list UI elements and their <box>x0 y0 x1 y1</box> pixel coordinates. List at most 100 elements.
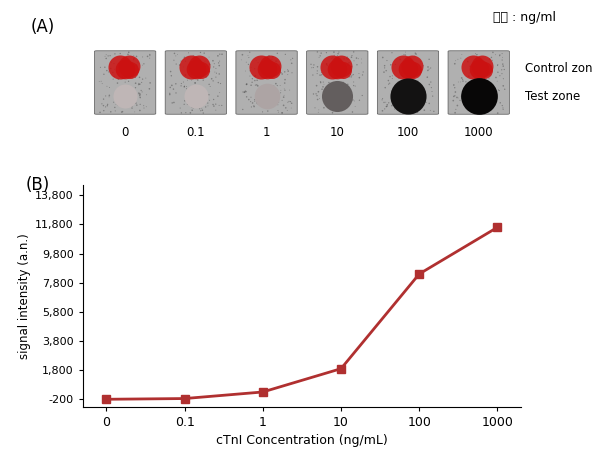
Point <box>127 103 137 110</box>
Point <box>117 93 127 101</box>
Point <box>118 97 127 105</box>
Point <box>272 98 282 105</box>
Point <box>139 104 149 112</box>
Point <box>137 79 146 86</box>
Point <box>413 80 423 88</box>
Point <box>275 82 285 89</box>
Point <box>494 86 503 94</box>
Point <box>326 87 335 94</box>
Point <box>135 107 144 114</box>
Point <box>487 93 497 100</box>
Point <box>127 64 137 72</box>
Point <box>403 95 413 103</box>
Point <box>413 78 423 85</box>
Point <box>403 92 413 100</box>
Point <box>129 55 139 62</box>
Point <box>343 54 352 61</box>
Point <box>407 91 417 99</box>
Point <box>214 79 223 86</box>
Point <box>265 67 275 74</box>
Point <box>127 104 137 112</box>
Point <box>208 57 218 65</box>
Point <box>137 88 147 96</box>
Point <box>100 64 110 71</box>
Point <box>115 63 124 71</box>
Point <box>191 65 201 73</box>
Point <box>118 83 128 90</box>
Point <box>276 86 285 94</box>
Point <box>201 73 211 80</box>
Point <box>197 66 206 73</box>
Point <box>276 69 286 76</box>
Point <box>451 106 461 113</box>
Point <box>347 63 356 70</box>
Point <box>214 102 224 109</box>
Point <box>209 96 218 103</box>
FancyBboxPatch shape <box>165 51 227 114</box>
Point <box>250 97 259 105</box>
Point <box>474 55 484 62</box>
Point <box>214 62 224 69</box>
Point <box>424 81 434 88</box>
Point <box>279 93 288 101</box>
Point <box>186 63 195 71</box>
Point <box>258 102 267 109</box>
Point <box>259 63 269 71</box>
Point <box>287 104 296 112</box>
Point <box>110 50 120 58</box>
Point <box>272 82 282 89</box>
Point <box>343 97 352 105</box>
Point <box>205 97 214 104</box>
Point <box>349 57 359 65</box>
Point <box>481 87 490 95</box>
Point <box>109 98 118 106</box>
Point <box>400 79 410 87</box>
Point <box>172 61 181 68</box>
Point <box>498 61 507 68</box>
Point <box>187 85 197 93</box>
Point <box>240 89 249 96</box>
Point <box>272 57 282 65</box>
Point <box>407 65 417 72</box>
Point <box>406 96 415 103</box>
Point <box>343 85 353 93</box>
Point <box>403 70 413 77</box>
Point <box>113 102 123 109</box>
Point <box>105 52 115 60</box>
Point <box>176 80 186 87</box>
Point <box>463 58 472 66</box>
Text: 100: 100 <box>397 126 419 139</box>
Point <box>272 67 281 74</box>
Point <box>379 68 389 76</box>
Point <box>484 75 494 82</box>
Point <box>264 53 274 61</box>
Point <box>323 97 333 104</box>
Point <box>313 63 322 70</box>
Point <box>165 91 175 98</box>
Point <box>410 90 420 97</box>
Point <box>194 70 204 77</box>
Point <box>413 105 422 112</box>
Point <box>401 96 411 103</box>
Point <box>211 100 220 108</box>
Point <box>205 83 215 90</box>
Point <box>468 109 478 116</box>
Point <box>420 106 429 114</box>
Point <box>195 95 205 102</box>
Point <box>280 68 289 76</box>
Point <box>176 57 186 65</box>
Point <box>249 102 259 109</box>
Point <box>264 52 274 59</box>
Point <box>455 97 465 104</box>
Point <box>217 102 227 109</box>
Point <box>343 80 353 88</box>
Point <box>385 79 394 87</box>
Point <box>141 74 150 82</box>
Point <box>497 56 507 64</box>
Point <box>134 81 143 88</box>
Point <box>466 105 476 113</box>
Point <box>195 62 204 69</box>
Point <box>333 65 342 73</box>
Point <box>317 72 326 79</box>
Text: 1000: 1000 <box>464 126 494 139</box>
